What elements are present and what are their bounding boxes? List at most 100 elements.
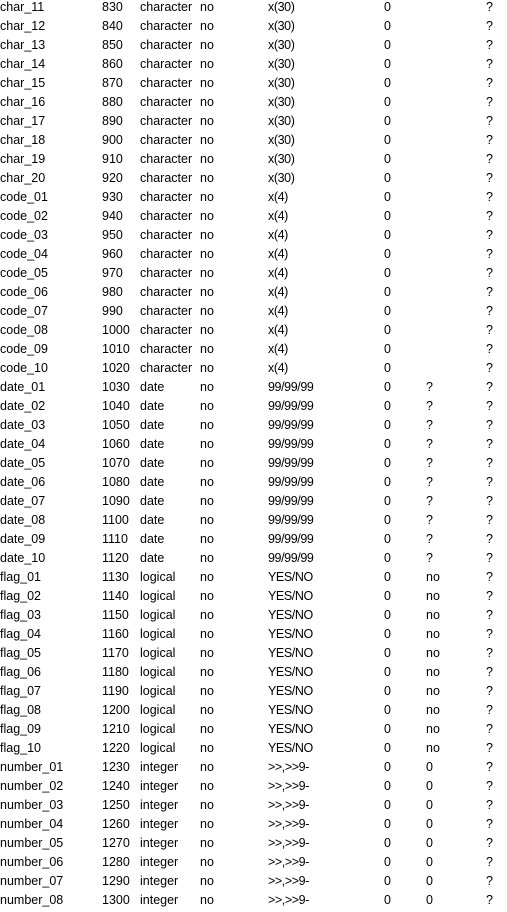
field-type-cell: logical	[140, 665, 176, 679]
field-extent-cell: no	[200, 133, 214, 147]
field-initial-cell: 0	[426, 798, 433, 812]
field-help-cell: ?	[486, 722, 493, 736]
field-name-cell: number_02	[0, 779, 64, 793]
field-type-cell: date	[140, 551, 165, 565]
table-row: date_10 1120 date no 99/99/99 0??	[0, 549, 507, 568]
table-row: code_06 980 character no x(4) 0?	[0, 283, 507, 302]
field-initial-cell	[426, 93, 486, 112]
field-order-cell: 1230	[102, 760, 130, 774]
field-order-cell: 1030	[102, 380, 130, 394]
field-type-cell: character	[140, 228, 193, 242]
field-type-cell: character	[140, 342, 193, 356]
field-type-cell: logical	[140, 722, 176, 736]
field-type-cell: character	[140, 266, 193, 280]
field-name-cell: flag_04	[0, 627, 42, 641]
field-name-cell: date_07	[0, 494, 46, 508]
field-order-cell: 1050	[102, 418, 130, 432]
table-row: date_06 1080 date no 99/99/99 0??	[0, 473, 507, 492]
field-order-cell: 1090	[102, 494, 130, 508]
field-format-cell: x(30)	[268, 171, 295, 185]
field-format-cell: 99/99/99	[268, 475, 314, 489]
field-format-cell: x(4)	[268, 361, 288, 375]
field-initial-cell: no	[426, 570, 440, 584]
table-row: char_16 880 character no x(30) 0?	[0, 93, 507, 112]
field-extent-cell: no	[200, 608, 214, 622]
field-type-cell: date	[140, 475, 165, 489]
field-name-cell: char_16	[0, 95, 46, 109]
field-order-cell: 910	[102, 152, 123, 166]
field-extent-cell: no	[200, 665, 214, 679]
field-decimals-cell: 0	[384, 304, 391, 318]
field-format-cell: YES/NO	[268, 703, 313, 717]
field-decimals-cell: 0	[384, 57, 391, 71]
field-initial-cell: 0	[426, 855, 433, 869]
field-help-cell: ?	[486, 361, 493, 375]
field-extent-cell: no	[200, 152, 214, 166]
table-row: flag_03 1150 logical no YES/NO 0 no?	[0, 606, 507, 625]
field-format-cell: 99/99/99	[268, 437, 314, 451]
table-row: date_03 1050 date no 99/99/99 0??	[0, 416, 507, 435]
field-order-cell: 1220	[102, 741, 130, 755]
field-decimals-cell: 0	[384, 133, 391, 147]
field-initial-cell: ?	[426, 532, 433, 546]
field-name-cell: char_18	[0, 133, 46, 147]
field-help-cell: ?	[486, 19, 493, 33]
field-extent-cell: no	[200, 741, 214, 755]
field-type-cell: integer	[140, 798, 179, 812]
field-extent-cell: no	[200, 551, 214, 565]
field-help-cell: ?	[486, 95, 493, 109]
field-decimals-cell: 0	[384, 456, 391, 470]
table-row: code_05 970 character no x(4) 0?	[0, 264, 507, 283]
field-format-cell: YES/NO	[268, 741, 313, 755]
field-order-cell: 1130	[102, 570, 129, 584]
field-type-cell: character	[140, 152, 193, 166]
field-initial-cell: ?	[426, 494, 433, 508]
field-format-cell: x(4)	[268, 247, 288, 261]
field-initial-cell: 0	[426, 893, 433, 907]
field-decimals-cell: 0	[384, 684, 391, 698]
field-name-cell: date_01	[0, 380, 46, 394]
field-name-cell: date_04	[0, 437, 46, 451]
field-order-cell: 1110	[102, 532, 128, 546]
field-extent-cell: no	[200, 589, 214, 603]
field-decimals-cell: 0	[384, 266, 391, 280]
field-extent-cell: no	[200, 722, 214, 736]
field-help-cell: ?	[486, 380, 493, 394]
field-format-cell: 99/99/99	[268, 418, 314, 432]
field-format-cell: 99/99/99	[268, 456, 314, 470]
field-order-cell: 1000	[102, 323, 130, 337]
field-format-cell: >>,>>9-	[268, 817, 309, 831]
field-format-cell: YES/NO	[268, 589, 313, 603]
field-order-cell: 990	[102, 304, 123, 318]
field-help-cell: ?	[486, 551, 493, 565]
field-name-cell: code_05	[0, 266, 48, 280]
field-help-cell: ?	[486, 760, 493, 774]
field-format-cell: 99/99/99	[268, 513, 314, 527]
field-type-cell: character	[140, 133, 193, 147]
field-format-cell: x(4)	[268, 266, 288, 280]
field-order-cell: 970	[102, 266, 123, 280]
field-type-cell: logical	[140, 741, 176, 755]
field-name-cell: number_06	[0, 855, 64, 869]
field-initial-cell: ?	[426, 437, 433, 451]
field-name-cell: flag_05	[0, 646, 42, 660]
field-order-cell: 880	[102, 95, 123, 109]
field-type-cell: character	[140, 209, 193, 223]
field-order-cell: 920	[102, 171, 123, 185]
field-format-cell: x(30)	[268, 152, 295, 166]
field-decimals-cell: 0	[384, 722, 391, 736]
field-order-cell: 950	[102, 228, 123, 242]
field-order-cell: 1290	[102, 874, 130, 888]
field-order-cell: 940	[102, 209, 123, 223]
field-initial-cell	[426, 340, 486, 359]
field-help-cell: ?	[486, 133, 493, 147]
field-order-cell: 830	[102, 0, 123, 14]
field-help-cell: ?	[486, 399, 493, 413]
field-type-cell: character	[140, 114, 193, 128]
field-order-cell: 900	[102, 133, 123, 147]
field-help-cell: ?	[486, 684, 493, 698]
field-initial-cell	[426, 55, 486, 74]
table-row: date_02 1040 date no 99/99/99 0??	[0, 397, 507, 416]
